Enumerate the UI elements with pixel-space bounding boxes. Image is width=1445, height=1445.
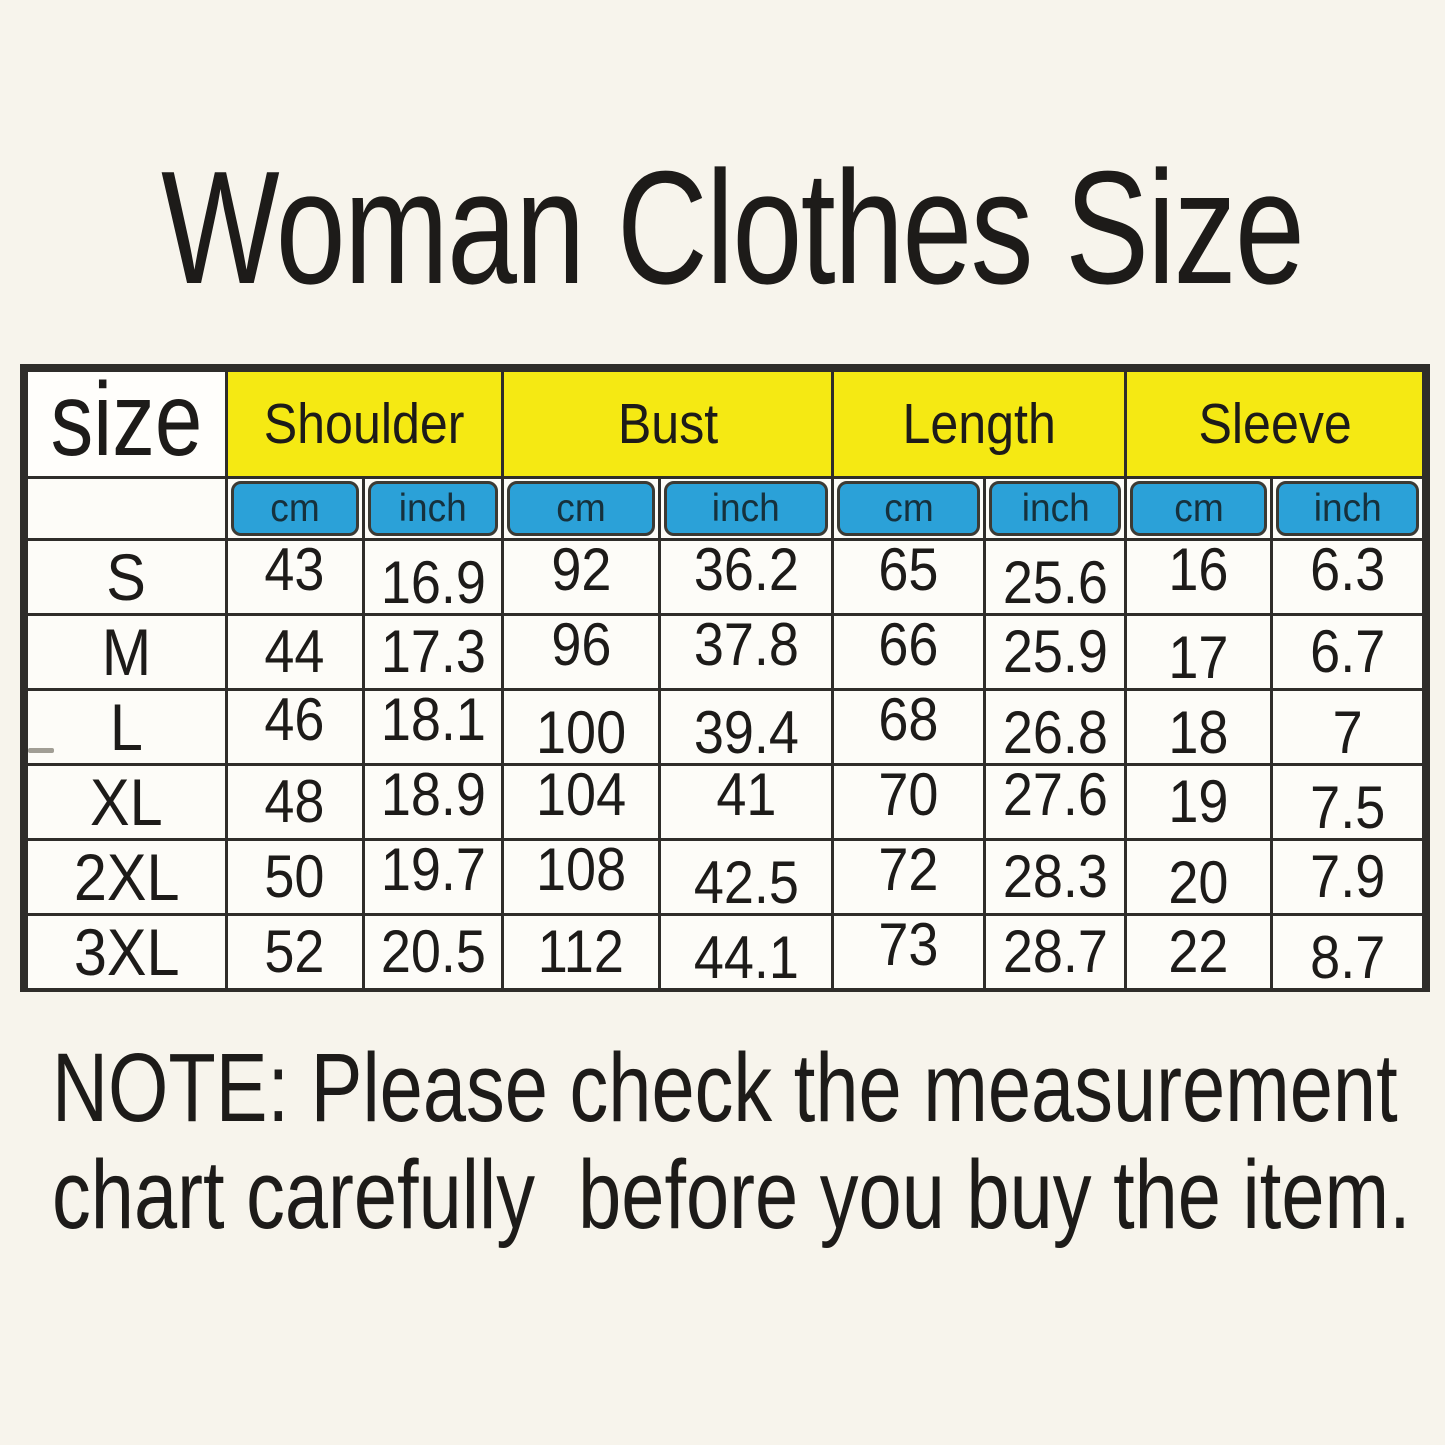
note-line-2: chart carefully before you buy the item. <box>52 1140 1411 1249</box>
table-cell: 17 <box>1124 613 1273 691</box>
unit-pill: cm <box>837 481 981 536</box>
table-cell: 7.9 <box>1269 838 1426 916</box>
table-cell: 48 <box>224 763 365 841</box>
row-label: XL <box>25 763 228 841</box>
table-cell: 70 <box>831 763 987 841</box>
note-block: NOTE: Please check the measurement chart… <box>52 1034 1445 1248</box>
table-cell: 18.9 <box>361 763 505 841</box>
unit-cell-bust-cm: cm <box>501 476 661 541</box>
table-cell: 19.7 <box>361 838 505 916</box>
unit-cell-shoulder-cm: cm <box>224 476 365 541</box>
row-label: 2XL <box>25 838 228 916</box>
header-row-groups: size Shoulder Bust Length Sleeve <box>25 368 1425 479</box>
group-header-length: Length <box>831 369 1128 479</box>
table-cell: 104 <box>501 763 661 841</box>
row-label: 3XL <box>25 913 228 991</box>
group-header-shoulder: Shoulder <box>224 369 505 479</box>
unit-cell-sleeve-cm: cm <box>1124 476 1273 541</box>
table-cell: 68 <box>831 688 987 766</box>
scan-artifact-dash <box>28 748 54 753</box>
group-header-bust: Bust <box>501 369 835 479</box>
table-cell: 6.7 <box>1269 613 1426 691</box>
size-table-container: size Shoulder Bust Length Sleeve cm inc <box>20 364 1430 992</box>
unit-pill: inch <box>367 481 499 536</box>
page-title-text: Woman Clothes Size <box>161 138 1305 318</box>
unit-cell-length-cm: cm <box>831 476 987 541</box>
table-cell: 92 <box>501 538 661 616</box>
table-cell: 20 <box>1124 838 1273 916</box>
table-cell: 43 <box>224 538 365 616</box>
table-row: XL 48 18.9 104 41 70 27.6 19 7.5 <box>25 763 1426 841</box>
size-table: size Shoulder Bust Length Sleeve cm inc <box>25 368 1426 991</box>
table-cell: 26.8 <box>983 688 1128 766</box>
table-row: 3XL 52 20.5 112 44.1 73 28.7 22 8.7 <box>25 913 1426 991</box>
table-cell: 25.9 <box>983 613 1128 691</box>
table-cell: 19 <box>1124 763 1273 841</box>
table-cell: 18 <box>1124 688 1273 766</box>
row-label: M <box>25 613 228 691</box>
table-cell: 108 <box>501 838 661 916</box>
table-row: L 46 18.1 100 39.4 68 26.8 18 7 <box>25 688 1426 766</box>
row-label: S <box>25 538 228 616</box>
table-cell: 28.3 <box>983 838 1128 916</box>
size-column-header: size <box>25 368 228 479</box>
unit-pill: inch <box>989 481 1122 536</box>
table-cell: 39.4 <box>657 688 835 766</box>
unit-cell-length-inch: inch <box>983 476 1128 541</box>
table-cell: 28.7 <box>983 913 1128 991</box>
unit-pill: inch <box>663 481 829 536</box>
unit-cell-bust-inch: inch <box>657 476 835 541</box>
table-cell: 100 <box>501 688 661 766</box>
table-cell: 73 <box>831 913 987 991</box>
unit-pill: cm <box>1130 481 1267 536</box>
table-cell: 7 <box>1269 688 1426 766</box>
table-cell: 36.2 <box>657 538 835 616</box>
empty-cell <box>25 476 228 541</box>
table-cell: 18.1 <box>361 688 505 766</box>
unit-cell-shoulder-inch: inch <box>361 476 505 541</box>
table-cell: 20.5 <box>361 913 505 991</box>
table-row: S 43 16.9 92 36.2 65 25.6 16 6.3 <box>25 538 1426 616</box>
page-title: Woman Clothes Size <box>0 148 1445 309</box>
table-cell: 25.6 <box>983 538 1128 616</box>
table-cell: 22 <box>1124 913 1273 991</box>
table-cell: 52 <box>224 913 365 991</box>
table-cell: 16.9 <box>361 538 505 616</box>
table-cell: 44 <box>224 613 365 691</box>
table-cell: 66 <box>831 613 987 691</box>
table-cell: 8.7 <box>1269 913 1426 991</box>
header-row-units: cm inch cm inch cm inch cm inch <box>25 476 1426 541</box>
unit-pill: cm <box>507 481 655 536</box>
table-row: 2XL 50 19.7 108 42.5 72 28.3 20 7.9 <box>25 838 1426 916</box>
table-cell: 44.1 <box>657 913 835 991</box>
table-cell: 46 <box>224 688 365 766</box>
table-cell: 16 <box>1124 538 1273 616</box>
table-cell: 96 <box>501 613 661 691</box>
table-cell: 72 <box>831 838 987 916</box>
table-cell: 42.5 <box>657 838 835 916</box>
table-cell: 65 <box>831 538 987 616</box>
table-cell: 112 <box>501 913 661 991</box>
note-line-1: NOTE: Please check the measurement <box>52 1033 1398 1142</box>
unit-cell-sleeve-inch: inch <box>1269 476 1426 541</box>
group-header-sleeve: Sleeve <box>1124 369 1425 479</box>
table-cell: 17.3 <box>361 613 505 691</box>
table-cell: 6.3 <box>1269 538 1426 616</box>
unit-pill: cm <box>230 481 359 536</box>
table-cell: 50 <box>224 838 365 916</box>
table-cell: 41 <box>657 763 835 841</box>
unit-pill: inch <box>1275 481 1419 536</box>
table-cell: 7.5 <box>1269 763 1426 841</box>
table-row: M 44 17.3 96 37.8 66 25.9 17 6.7 <box>25 613 1426 691</box>
table-cell: 27.6 <box>983 763 1128 841</box>
row-label: L <box>25 688 228 766</box>
table-cell: 37.8 <box>657 613 835 691</box>
